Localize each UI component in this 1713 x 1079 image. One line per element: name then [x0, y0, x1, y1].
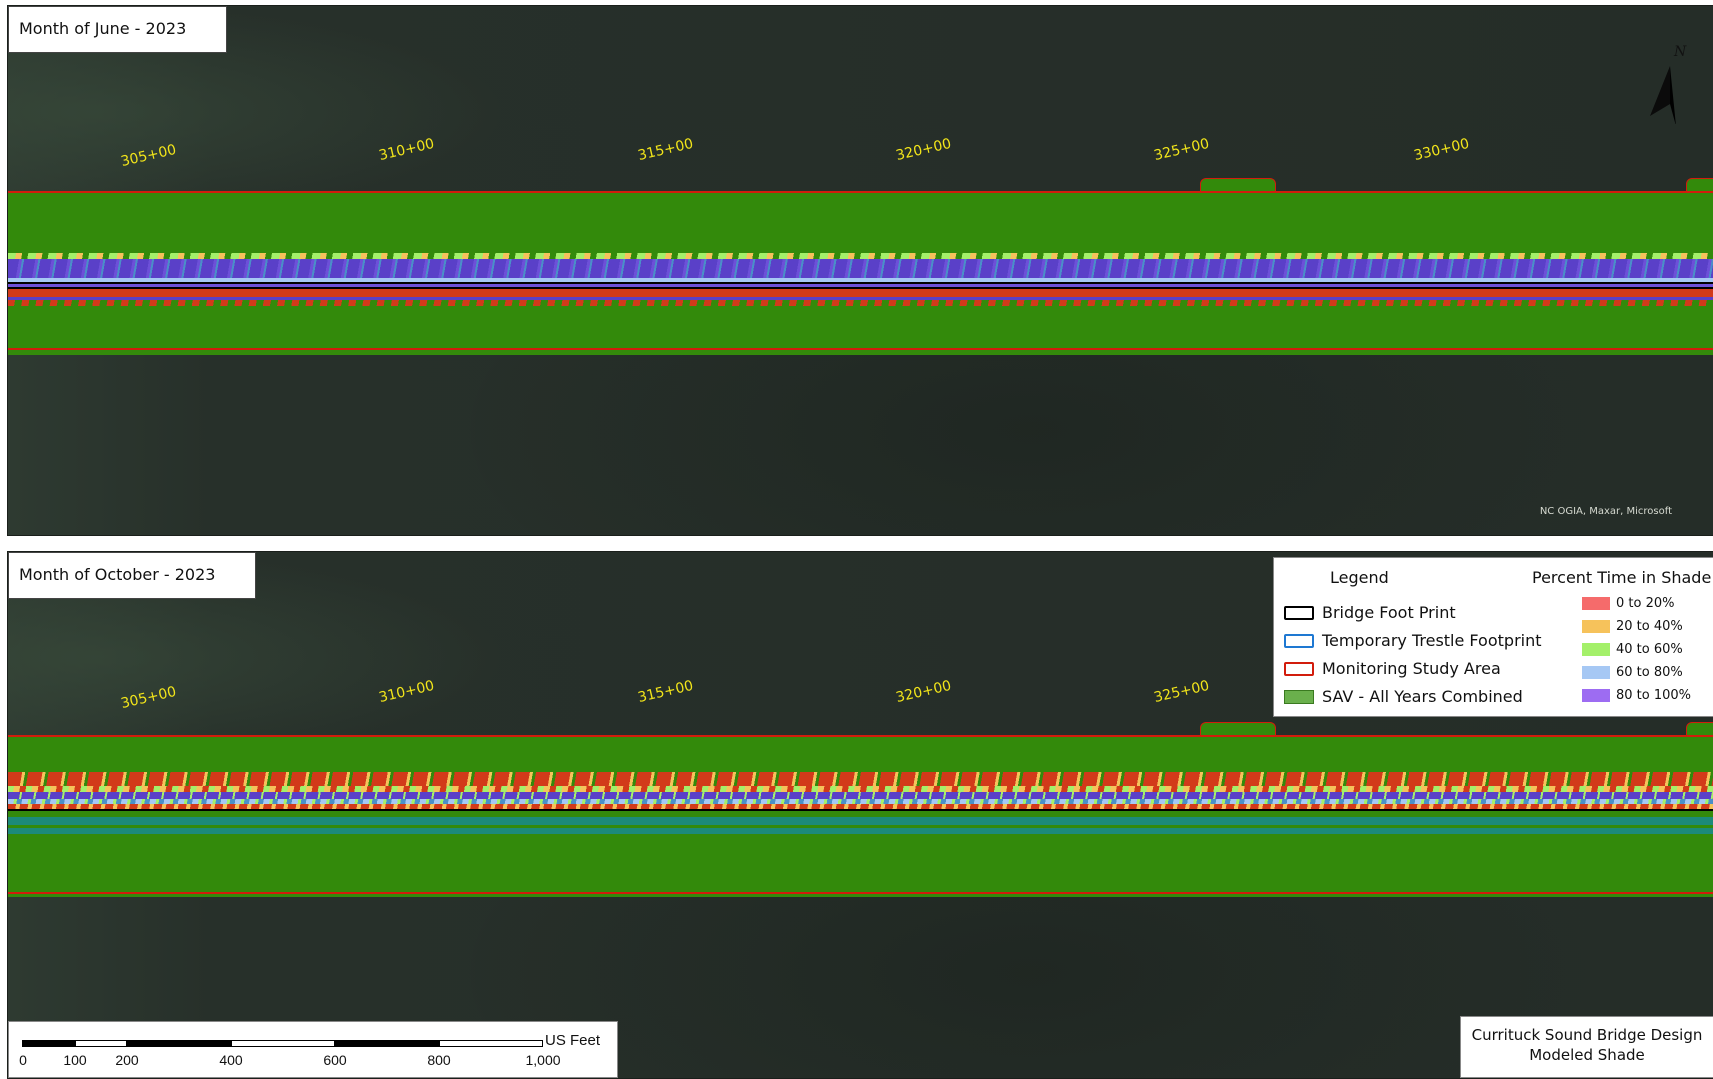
legend-item-trestle: Temporary Trestle Footprint [1284, 631, 1542, 650]
shade-80-100 [8, 259, 1713, 278]
sav-patch [1686, 722, 1713, 737]
shade-80-100 [8, 284, 1713, 287]
shade-class-80-100: 80 to 100% [1582, 688, 1691, 703]
map-panel-june[interactable]: 305+00 310+00 315+00 320+00 325+00 330+0… [7, 5, 1713, 536]
study-area-boundary-north [8, 735, 1713, 737]
sav-patch [1686, 178, 1713, 193]
north-arrow-icon: N [1650, 44, 1687, 124]
shade-20-60 [8, 786, 1713, 792]
scale-unit: US Feet [545, 1032, 601, 1049]
shade-0-20 [8, 300, 1713, 306]
imagery-credits: NC OGIA, Maxar, Microsoft [1539, 506, 1672, 517]
shade-legend-title: Percent Time in Shade [1532, 568, 1712, 587]
scale-label: 0 [19, 1052, 27, 1068]
shade-60-80 [8, 278, 1713, 282]
legend-title: Legend [1330, 568, 1389, 587]
project-title-block: Currituck Sound Bridge Design Modeled Sh… [1460, 1016, 1713, 1078]
scale-label: 1,000 [525, 1052, 561, 1068]
sav-patch [1200, 722, 1276, 737]
study-area-boundary-south [8, 348, 1713, 350]
shade-0-20 [8, 804, 1713, 809]
scale-label: 800 [427, 1052, 451, 1068]
shade-80-100 [8, 792, 1713, 799]
panel-title: Month of October - 2023 [8, 552, 257, 599]
north-label: N [1673, 44, 1687, 60]
trestle-footprint-band [8, 817, 1713, 825]
map-panel-october[interactable]: 305+00 310+00 315+00 320+00 325+00 Month… [7, 551, 1713, 1079]
study-area-boundary-south [8, 892, 1713, 894]
legend-item-bridge: Bridge Foot Print [1284, 603, 1456, 622]
legend-swatch [1284, 605, 1314, 620]
shade-class-20-40: 20 to 40% [1582, 619, 1683, 634]
shade-40-60 [8, 253, 1713, 259]
sav-patch [1200, 178, 1276, 193]
map-subject: Modeled Shade [1529, 1046, 1645, 1064]
legend-swatch [1284, 633, 1314, 648]
shade-60-80 [8, 799, 1713, 804]
scale-label: 100 [63, 1052, 87, 1068]
study-area-boundary-north [8, 191, 1713, 193]
legend-swatch [1284, 661, 1314, 676]
shade-class-40-60: 40 to 60% [1582, 642, 1683, 657]
bridge-footprint-line [8, 282, 1713, 284]
scale-label: 400 [219, 1052, 243, 1068]
bridge-footprint-line [8, 287, 1713, 289]
shade-class-0-20: 0 to 20% [1582, 596, 1674, 611]
trestle-footprint-line [8, 297, 1713, 300]
scale-bar: US Feet 0 100 200 400 600 800 1,000 [8, 1021, 618, 1078]
trestle-footprint-band [8, 828, 1713, 834]
scale-label: 200 [115, 1052, 139, 1068]
scale-label: 600 [323, 1052, 347, 1068]
sav-corridor [8, 811, 1713, 817]
map-legend: Legend Percent Time in Shade Bridge Foot… [1273, 557, 1713, 717]
legend-swatch [1284, 689, 1314, 704]
shade-class-60-80: 60 to 80% [1582, 665, 1683, 680]
panel-title: Month of June - 2023 [8, 6, 228, 53]
sav-corridor [8, 825, 1713, 828]
shade-0-20 [8, 289, 1713, 297]
project-name: Currituck Sound Bridge Design [1471, 1026, 1703, 1044]
legend-item-sav: SAV - All Years Combined [1284, 687, 1523, 706]
bridge-footprint-line [8, 809, 1713, 811]
legend-item-study-area: Monitoring Study Area [1284, 659, 1501, 678]
shade-0-20 [8, 772, 1713, 786]
